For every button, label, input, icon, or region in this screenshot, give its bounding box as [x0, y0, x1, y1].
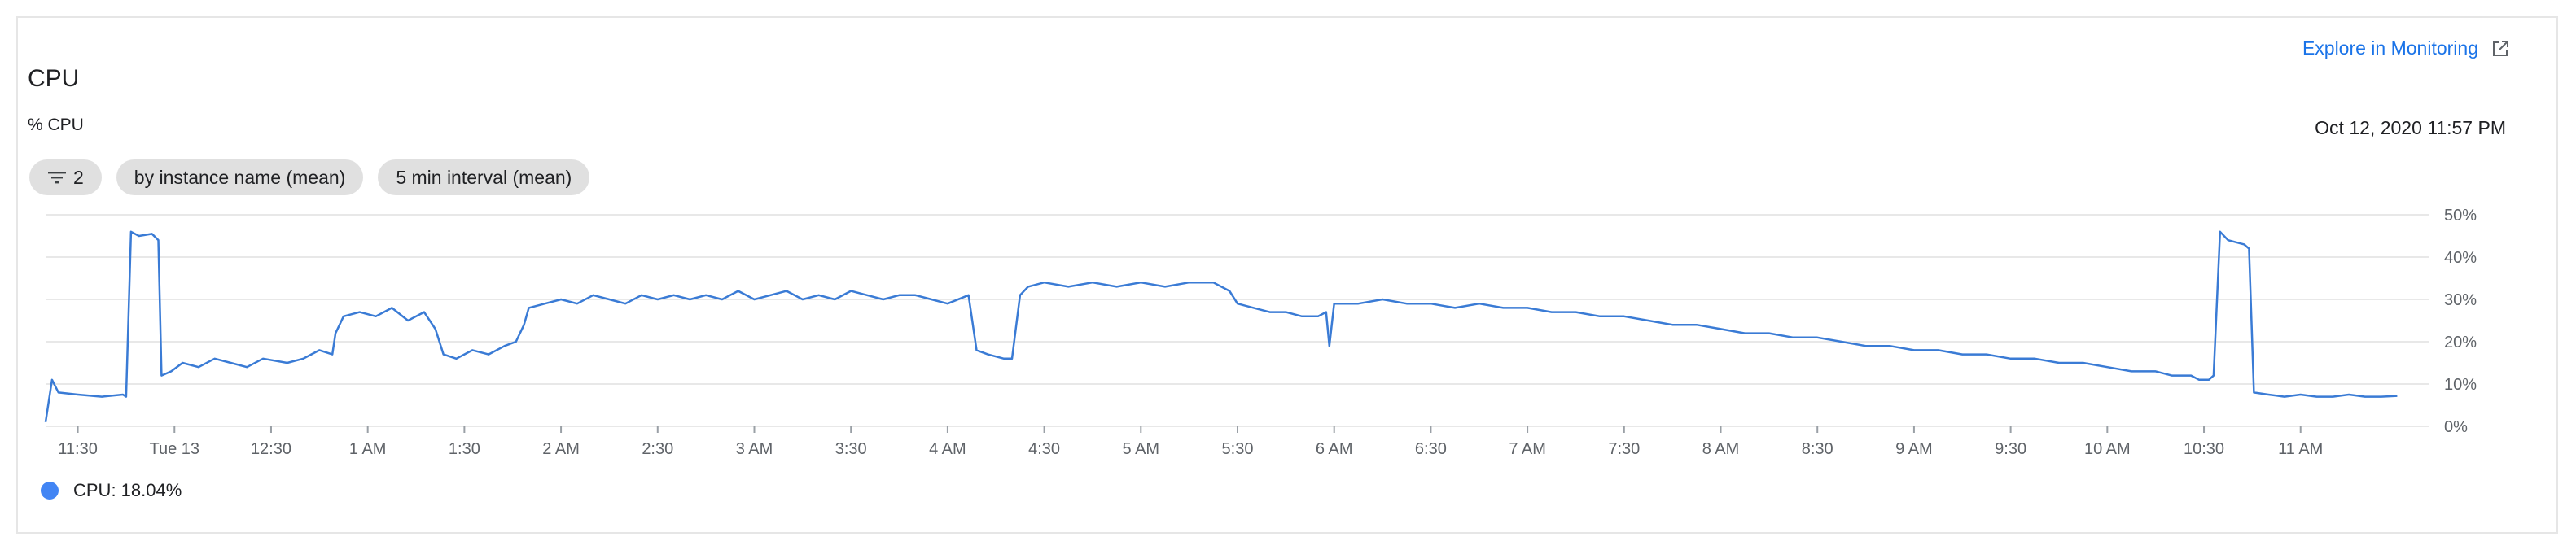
x-tick-label: 8 AM [1702, 440, 1740, 458]
x-tick-label: 4:30 [1028, 440, 1060, 458]
x-tick-label: 3:30 [835, 440, 867, 458]
x-tick-label: 4 AM [929, 440, 966, 458]
x-tick-label: 7 AM [1509, 440, 1546, 458]
chart-title: CPU [28, 65, 80, 92]
x-tick-label: 5:30 [1222, 440, 1254, 458]
x-tick-label: 1 AM [349, 440, 387, 458]
y-tick-label: 0% [2444, 418, 2468, 436]
y-tick-label: 10% [2444, 376, 2477, 394]
series-line-cpu [44, 230, 2398, 422]
filter-chips: 2 by instance name (mean) 5 min interval… [29, 159, 590, 195]
x-tick-label: 1:30 [449, 440, 480, 458]
x-tick-label: 8:30 [1802, 440, 1833, 458]
y-tick-label: 20% [2444, 334, 2477, 351]
x-tick-label: 2 AM [542, 440, 580, 458]
x-tick-label: 10 AM [2084, 440, 2131, 458]
group-by-label: by instance name (mean) [134, 166, 346, 188]
x-tick-label: 2:30 [642, 440, 673, 458]
cpu-chart-card [16, 16, 2558, 534]
explore-in-monitoring-link[interactable]: Explore in Monitoring [2302, 37, 2509, 59]
x-tick-label: 6:30 [1415, 440, 1447, 458]
x-tick-label: 10:30 [2184, 440, 2224, 458]
y-tick-label: 50% [2444, 207, 2477, 225]
x-tick-label: 5 AM [1123, 440, 1160, 458]
timestamp: Oct 12, 2020 11:57 PM [2315, 117, 2506, 138]
x-tick-label: 3 AM [736, 440, 773, 458]
x-tick-label: 11:30 [58, 440, 98, 458]
x-tick-label: 12:30 [251, 440, 291, 458]
group-by-chip[interactable]: by instance name (mean) [116, 159, 364, 195]
legend-swatch [41, 482, 59, 500]
x-tick-label: 9:30 [1995, 440, 2026, 458]
x-tick-label: 9 AM [1895, 440, 1933, 458]
filter-count-label: 2 [73, 166, 84, 188]
x-tick-label: 11 AM [2278, 440, 2323, 458]
explore-link-label: Explore in Monitoring [2302, 37, 2478, 59]
external-link-icon [2491, 40, 2509, 58]
y-tick-label: 40% [2444, 249, 2477, 267]
interval-label: 5 min interval (mean) [396, 166, 572, 188]
x-tick-label: 7:30 [1608, 440, 1640, 458]
y-tick-label: 30% [2444, 291, 2477, 309]
unit-label: % CPU [28, 116, 84, 134]
filter-icon [47, 170, 67, 185]
legend-label: CPU: 18.04% [73, 480, 182, 500]
x-tick-label: Tue 13 [150, 440, 200, 458]
legend: CPU: 18.04% [41, 480, 182, 501]
interval-chip[interactable]: 5 min interval (mean) [378, 159, 590, 195]
filter-count-chip[interactable]: 2 [29, 159, 102, 195]
x-tick-label: 6 AM [1316, 440, 1353, 458]
